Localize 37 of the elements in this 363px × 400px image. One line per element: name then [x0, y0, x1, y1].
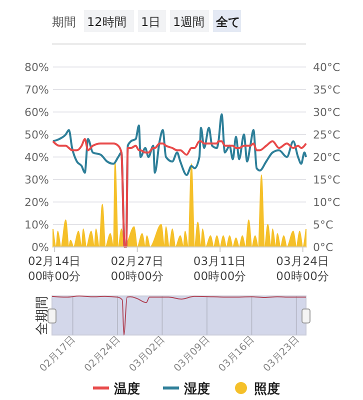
text: 期間: [52, 15, 76, 29]
y2-tick-label: 40°C: [313, 61, 340, 74]
y-tick-label: 0%: [32, 241, 49, 254]
y2-tick-label: 20°C: [313, 151, 340, 164]
text: 12時間: [87, 15, 126, 29]
y2-tick-label: 10°C: [313, 196, 340, 209]
x-tick-label: 02月27日 00時00分: [110, 254, 164, 283]
y-tick-label: 10%: [24, 218, 49, 232]
legend-label: 温度: [113, 381, 140, 397]
x-tick-label: 03月24日 00時00分: [276, 254, 330, 283]
text: 1週間: [173, 15, 205, 29]
y2-tick-label: 15°C: [313, 174, 340, 186]
y2-tick-label: 25°C: [313, 128, 340, 142]
y-tick-label: 20%: [24, 196, 49, 209]
y2-tick-label: 30°C: [313, 106, 340, 119]
x-tick-label: 03月23日: [262, 334, 302, 374]
y-tick-label: 80%: [24, 61, 49, 74]
x-tick-label: 02月17日: [38, 334, 78, 374]
text: 全て: [215, 15, 240, 29]
y2-tick-label: 5°C: [313, 218, 334, 232]
legend-label: 照度: [254, 381, 280, 397]
x-tick-label: 02月24日: [82, 334, 123, 374]
y-tick-label: 40%: [24, 151, 49, 164]
y-tick-label: 50%: [24, 128, 49, 142]
y-tick-label: 60%: [24, 106, 49, 119]
legend-label: 湿度: [183, 381, 210, 397]
x-tick-label: 02月14日 00時00分: [28, 254, 82, 283]
y2-tick-label: 0°C: [313, 241, 334, 254]
y-axis-title: 全期間: [35, 296, 50, 335]
x-tick-label: 03月16日: [216, 334, 257, 374]
x-tick-label: 03月11日 00時00分: [193, 254, 247, 283]
x-tick-label: 03月09日: [172, 334, 212, 374]
y2-tick-label: 35°C: [313, 84, 340, 96]
y-tick-label: 70%: [24, 84, 49, 96]
text: 1日: [141, 15, 161, 29]
x-tick-label: 03月02日: [127, 334, 168, 374]
y-tick-label: 30%: [24, 174, 49, 186]
